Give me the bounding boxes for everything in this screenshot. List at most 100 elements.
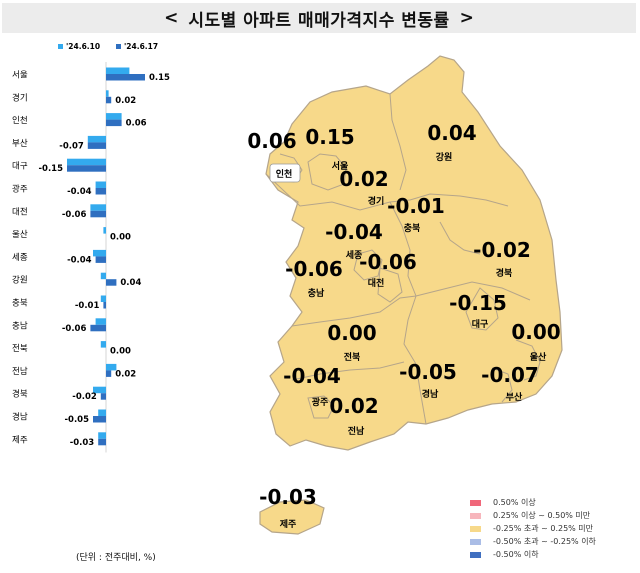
bar [67,165,106,172]
bar [100,295,106,302]
legend-item: 0.25% 이상 ~ 0.50% 미만 [470,509,638,522]
category-label: 인천 [12,115,28,126]
region-name: 경남 [422,388,439,400]
region-value: -0.04 [283,364,341,388]
bar [106,96,112,104]
data-label: 0.00 [110,233,131,243]
bar [90,210,106,218]
data-label: 0.02 [115,369,136,379]
bar [98,409,106,416]
region-value: -0.04 [325,220,383,244]
legend-label: -0.25% 초과 ~ 0.25% 미만 [493,524,594,533]
bar [106,90,109,97]
region-value: -0.06 [359,250,417,274]
region-border [307,395,335,419]
region-border [403,295,427,425]
bar [103,302,106,309]
bar [95,318,106,325]
region-value: 0.00 [327,321,376,345]
category-label: 서울 [12,71,28,81]
region-value: 0.06 [247,129,296,153]
data-label: 0.15 [149,73,170,83]
data-label: -0.07 [59,141,84,151]
bar [106,119,122,127]
region-value: 0.15 [305,125,354,149]
region-value: -0.02 [473,238,531,262]
legend-item: -0.25% 초과 ~ 0.25% 미만 [470,522,638,535]
region-value: -0.03 [259,485,317,509]
region-border [491,367,513,403]
legend-label: 0.25% 이상 ~ 0.50% 미만 [493,511,591,520]
region-name: 경기 [368,195,385,207]
data-label: -0.01 [75,301,100,311]
region-border [465,287,499,331]
region-name: 전남 [348,425,365,437]
legend-swatch [470,551,481,558]
data-label: -0.06 [62,324,87,334]
data-label: -0.04 [67,255,92,265]
bar [95,181,106,188]
bar [98,432,106,439]
data-label: -0.02 [72,392,97,402]
region-value: -0.15 [449,291,507,315]
region-name: 광주 [312,396,329,408]
region-value: 0.02 [329,394,378,418]
data-label: 0.04 [120,278,141,288]
legend-swatch [58,44,63,49]
region-name: 세종 [346,249,363,261]
category-label: 세종 [12,253,28,263]
unit-note: (단위 : 전주대비, %) [76,553,156,563]
category-label: 경기 [12,92,28,103]
legend-swatch [470,538,481,545]
region-name: 전북 [344,351,361,363]
category-label: 경북 [12,389,28,400]
data-label: 0.00 [110,347,131,357]
bar [106,67,130,74]
legend-item: -0.50% 이하 [470,548,638,561]
category-label: 전남 [12,366,28,377]
legend-label: -0.50% 초과 ~ -0.25% 이하 [493,537,596,546]
category-label: 충북 [12,299,28,309]
chevron-right-icon[interactable]: > [459,8,474,28]
data-label: -0.15 [39,164,64,174]
bar-chart: '24.6.10 '24.6.17 서울 0.15 경기 0.02 인천 0.06 부산 -0.0… [12,42,170,453]
region-name: 대구 [472,318,489,330]
bar [87,142,106,149]
region-border [389,201,417,297]
category-label: 부산 [12,138,28,149]
bar [98,438,106,446]
region-name: 충북 [404,222,421,234]
bar [93,249,106,257]
mainland-shape [265,55,563,451]
legend-label: -0.50% 이하 [493,550,539,559]
region-value: -0.07 [481,363,539,387]
region-border [291,361,405,381]
bar [100,341,106,348]
legend-label: '24.6.17 [124,42,158,51]
category-label: 경남 [12,412,28,423]
bar [106,74,145,81]
bar [95,256,106,263]
legend-swatch [470,512,481,519]
map-legend: 0.50% 이상 0.25% 이상 ~ 0.50% 미만 -0.25% 초과 ~ 0… [470,496,638,561]
region-border [353,249,383,281]
data-label: -0.06 [62,210,87,220]
legend-swatch [470,525,481,532]
legend-swatch [116,44,121,49]
bar [106,363,117,371]
region-name: 강원 [436,151,453,163]
bar [87,135,106,143]
region-value: -0.01 [387,194,445,218]
legend-item: 0.50% 이상 [470,496,638,509]
title-bar: < 시도별 아파트 매매가격지수 변동률 > [2,3,636,33]
region-border [307,153,347,191]
chevron-left-icon[interactable]: < [164,8,179,28]
region-border [439,221,481,255]
category-label: 대구 [12,162,28,172]
legend-swatch [470,499,481,506]
region-name: 부산 [506,391,523,403]
region-name: 제주 [280,518,297,530]
bar [106,370,112,377]
region-name: 충남 [308,287,325,299]
category-label: 강원 [12,275,28,286]
